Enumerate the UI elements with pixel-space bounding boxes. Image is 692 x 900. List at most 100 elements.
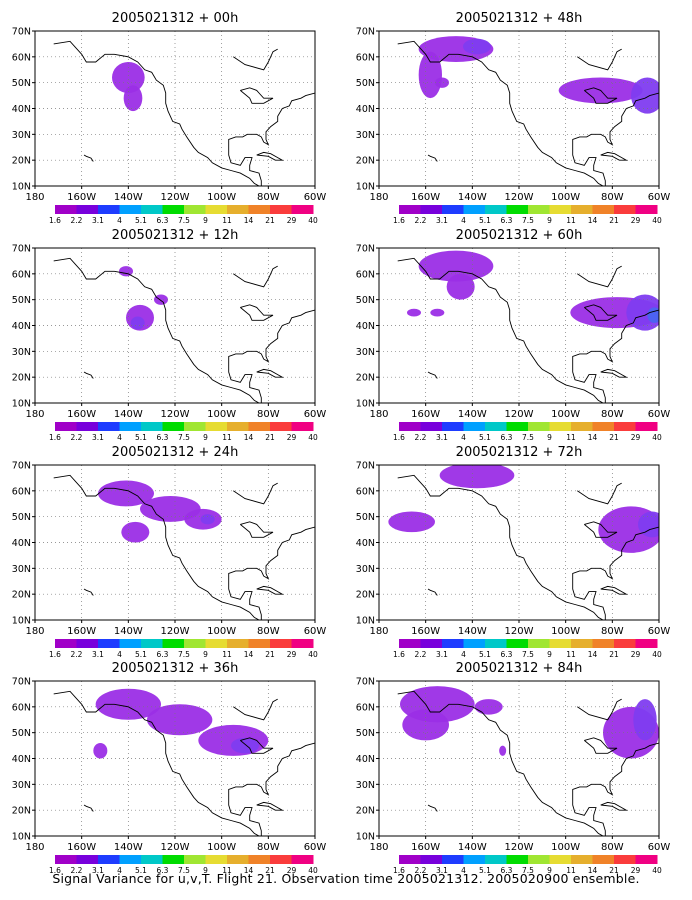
- colorbar-swatch: [119, 422, 142, 431]
- colorbar-swatch: [528, 855, 550, 864]
- colorbar-label: 21: [609, 433, 619, 442]
- colorbar-swatch: [76, 639, 99, 648]
- coastline: [577, 265, 622, 288]
- colorbar-label: 29: [287, 216, 297, 225]
- colorbar-swatch: [442, 422, 464, 431]
- signal-region: [140, 496, 201, 522]
- colorbar-label: 4: [117, 216, 122, 225]
- colorbar-label: 11: [566, 866, 576, 875]
- coastline: [600, 368, 629, 378]
- lat-tick-label: 10N: [356, 616, 375, 627]
- colorbar-swatch: [614, 422, 636, 431]
- lon-tick-label: 160W: [411, 626, 440, 637]
- colorbar-swatch: [184, 205, 206, 214]
- coastline: [53, 257, 260, 403]
- colorbar-label: 40: [308, 650, 318, 659]
- lon-tick-label: 140W: [114, 409, 143, 420]
- lon-tick-label: 180: [369, 626, 388, 637]
- coastline: [228, 309, 315, 403]
- colorbar-label: 4: [117, 433, 122, 442]
- colorbar-swatch: [592, 855, 615, 864]
- colorbar-label: 9: [203, 433, 208, 442]
- lat-tick-label: 30N: [356, 130, 375, 141]
- coastline: [577, 698, 622, 721]
- map-content: [35, 31, 315, 186]
- colorbar-swatch: [549, 639, 572, 648]
- map-content: [35, 681, 315, 836]
- lat-tick-label: 40N: [356, 104, 375, 115]
- colorbar-swatch: [485, 639, 507, 648]
- coastline: [233, 698, 278, 721]
- colorbar-swatch: [485, 205, 507, 214]
- colorbar-label: 1.6: [49, 216, 61, 225]
- colorbar-label: 29: [631, 433, 641, 442]
- lat-tick-label: 20N: [12, 590, 31, 601]
- colorbar-label: 11: [566, 650, 576, 659]
- lat-tick-label: 10N: [356, 399, 375, 410]
- colorbar-swatch: [76, 422, 99, 431]
- lat-tick-label: 70N: [12, 461, 31, 472]
- colorbar-label: 40: [308, 216, 318, 225]
- colorbar-swatch: [528, 639, 550, 648]
- colorbar-label: 2.2: [71, 866, 83, 875]
- colorbar-label: 11: [222, 650, 232, 659]
- coastline: [256, 585, 285, 595]
- lat-tick-label: 20N: [356, 590, 375, 601]
- colorbar-label: 5.1: [135, 216, 147, 225]
- colorbar-label: 2.2: [71, 650, 83, 659]
- colorbar-label: 14: [588, 650, 598, 659]
- map-panel-0: 2005021312 + 00h 10N 20N 30N 40N 50N 60N 70N 180…: [12, 11, 327, 225]
- colorbar-label: 3.1: [92, 216, 104, 225]
- colorbar-label: 1.6: [393, 433, 405, 442]
- lon-tick-label: 60W: [304, 192, 327, 203]
- colorbar-swatch: [571, 855, 593, 864]
- colorbar-label: 3.1: [436, 866, 448, 875]
- lat-tick-label: 20N: [356, 806, 375, 817]
- lon-tick-label: 120W: [505, 409, 534, 420]
- colorbar-swatch: [205, 205, 228, 214]
- coastline: [83, 588, 94, 596]
- coastline: [228, 92, 315, 186]
- colorbar-label: 9: [547, 216, 552, 225]
- colorbar-label: 6.3: [501, 866, 513, 875]
- lon-tick-label: 140W: [458, 842, 487, 853]
- lon-tick-label: 140W: [114, 192, 143, 203]
- lon-tick-label: 100W: [551, 842, 580, 853]
- map-panel-6: 2005021312 + 72h 10N 20N 30N 40N 50N 60N 70N 180…: [356, 445, 671, 659]
- coastline: [83, 804, 94, 812]
- colorbar-swatch: [162, 422, 185, 431]
- lon-tick-label: 180: [369, 192, 388, 203]
- colorbar-label: 2.2: [415, 866, 427, 875]
- coastline: [256, 368, 285, 378]
- lat-tick-label: 60N: [12, 52, 31, 63]
- lon-tick-label: 80W: [601, 842, 624, 853]
- lon-tick-label: 60W: [304, 626, 327, 637]
- colorbar-label: 4: [461, 650, 466, 659]
- colorbar-swatch: [571, 639, 593, 648]
- colorbar-swatch: [485, 855, 507, 864]
- signal-region: [418, 250, 494, 282]
- coastline: [427, 371, 438, 379]
- colorbar-swatch: [420, 639, 443, 648]
- signal-region: [200, 514, 215, 525]
- colorbar-label: 2.2: [415, 433, 427, 442]
- lon-tick-label: 140W: [458, 626, 487, 637]
- colorbar-swatch: [184, 639, 206, 648]
- lon-tick-label: 120W: [505, 192, 534, 203]
- colorbar-label: 4: [461, 866, 466, 875]
- lon-tick-label: 180: [25, 409, 44, 420]
- panel-title: 2005021312 + 60h: [456, 228, 583, 243]
- panel-title: 2005021312 + 24h: [112, 445, 239, 460]
- signal-region: [121, 521, 150, 543]
- colorbar-label: 29: [287, 650, 297, 659]
- colorbar-swatch: [270, 422, 292, 431]
- lon-tick-label: 80W: [257, 842, 280, 853]
- colorbar-label: 21: [265, 866, 275, 875]
- colorbar-swatch: [399, 422, 421, 431]
- colorbar-swatch: [55, 205, 77, 214]
- colorbar-swatch: [442, 205, 464, 214]
- lon-tick-label: 60W: [648, 409, 671, 420]
- coastline: [397, 40, 604, 186]
- coastline: [584, 87, 618, 104]
